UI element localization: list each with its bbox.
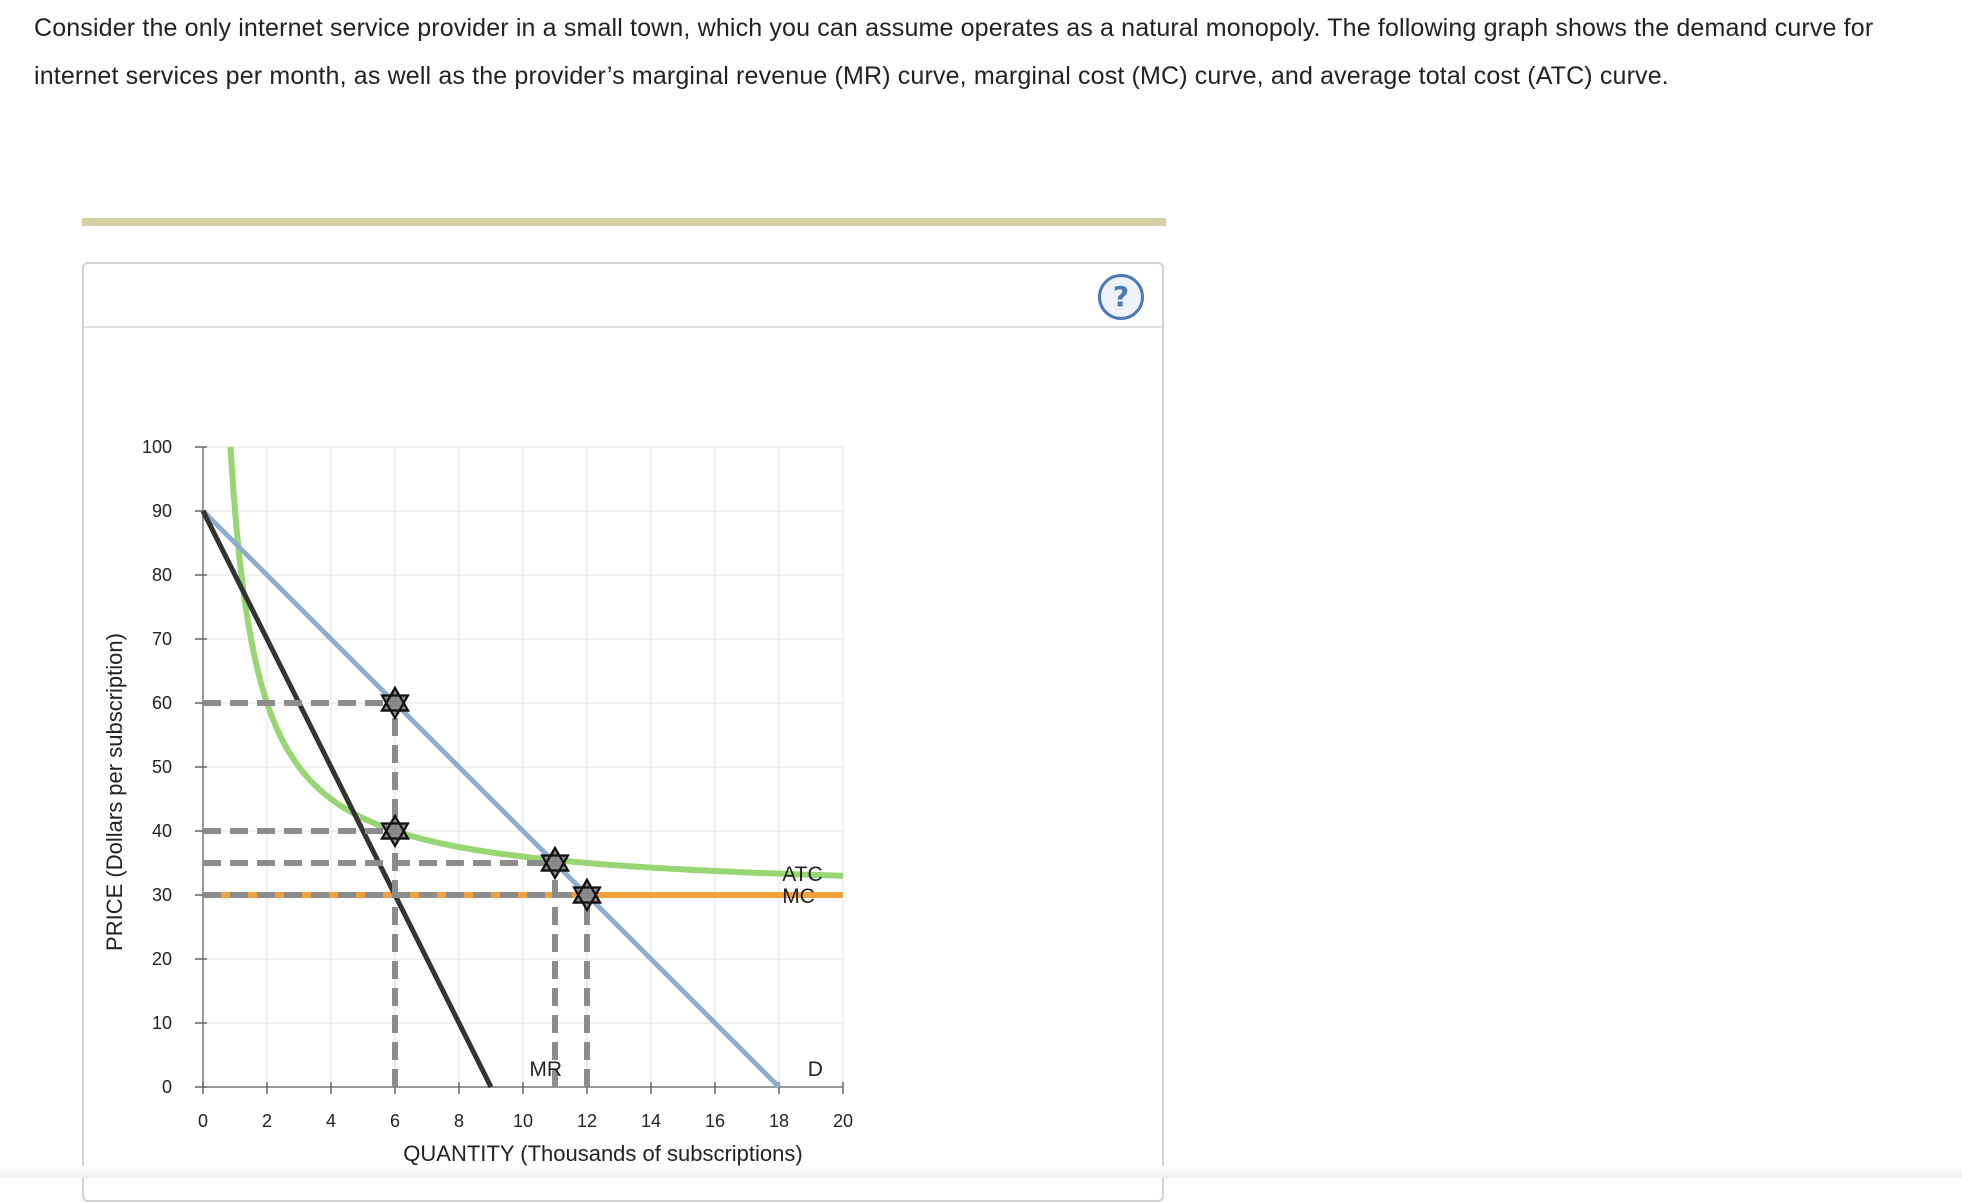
y-tick-label: 20 (152, 949, 172, 969)
series-atc-line (227, 446, 844, 879)
point-marker[interactable] (380, 685, 410, 721)
y-tick-label: 80 (152, 565, 172, 585)
y-tick-label: 0 (162, 1077, 172, 1097)
x-tick-label: 0 (198, 1111, 208, 1131)
graph-header (84, 264, 1162, 328)
curves (200, 446, 844, 1089)
tick-labels: 0 10 20 30 40 50 60 70 80 90 100 0 2 4 6 8 10 12 14 16 18 20 (142, 437, 853, 1131)
question-mark-icon: ? (1112, 280, 1130, 313)
curve-label-mc: MC (782, 885, 815, 908)
point-marker-outline (380, 813, 410, 840)
x-tick-label: 8 (454, 1111, 464, 1131)
page-bottom-shade (0, 1166, 1962, 1178)
x-axis-title: QUANTITY (Thousands of subscriptions) (403, 1141, 802, 1166)
curve-label-d: D (808, 1058, 823, 1081)
x-tick-label: 2 (262, 1111, 272, 1131)
point-marker[interactable] (540, 845, 570, 881)
point-marker[interactable] (572, 877, 602, 913)
x-tick-label: 14 (641, 1111, 661, 1131)
graph-panel (82, 262, 1164, 1202)
y-tick-label: 70 (152, 629, 172, 649)
series-mr-line (200, 509, 494, 1089)
point-marker-outline (380, 685, 410, 712)
x-tick-label: 16 (705, 1111, 725, 1131)
y-axis-title: PRICE (Dollars per subscription) (102, 633, 127, 951)
guide-lines (203, 700, 590, 1087)
x-tick-label: 12 (577, 1111, 597, 1131)
help-button[interactable]: ? (1098, 274, 1144, 320)
point-marker-outline (540, 845, 570, 872)
curve-label-mr: MR (529, 1058, 562, 1081)
y-tick-label: 60 (152, 693, 172, 713)
y-tick-label: 50 (152, 757, 172, 777)
curve-label-atc: ATC (782, 863, 822, 886)
y-tick-label: 10 (152, 1013, 172, 1033)
y-tick-label: 40 (152, 821, 172, 841)
point-marker-outline (572, 877, 602, 904)
question-text: Consider the only internet service provi… (34, 14, 1874, 90)
x-tick-label: 20 (833, 1111, 853, 1131)
y-tick-label: 100 (142, 437, 172, 457)
point-marker[interactable] (380, 813, 410, 849)
points[interactable] (380, 685, 602, 913)
series-d-line (201, 509, 781, 1089)
y-tick-label: 30 (152, 885, 172, 905)
x-tick-label: 4 (326, 1111, 336, 1131)
y-tick-label: 90 (152, 501, 172, 521)
x-tick-label: 10 (513, 1111, 533, 1131)
section-divider (82, 218, 1166, 226)
x-tick-label: 6 (390, 1111, 400, 1131)
x-tick-label: 18 (769, 1111, 789, 1131)
